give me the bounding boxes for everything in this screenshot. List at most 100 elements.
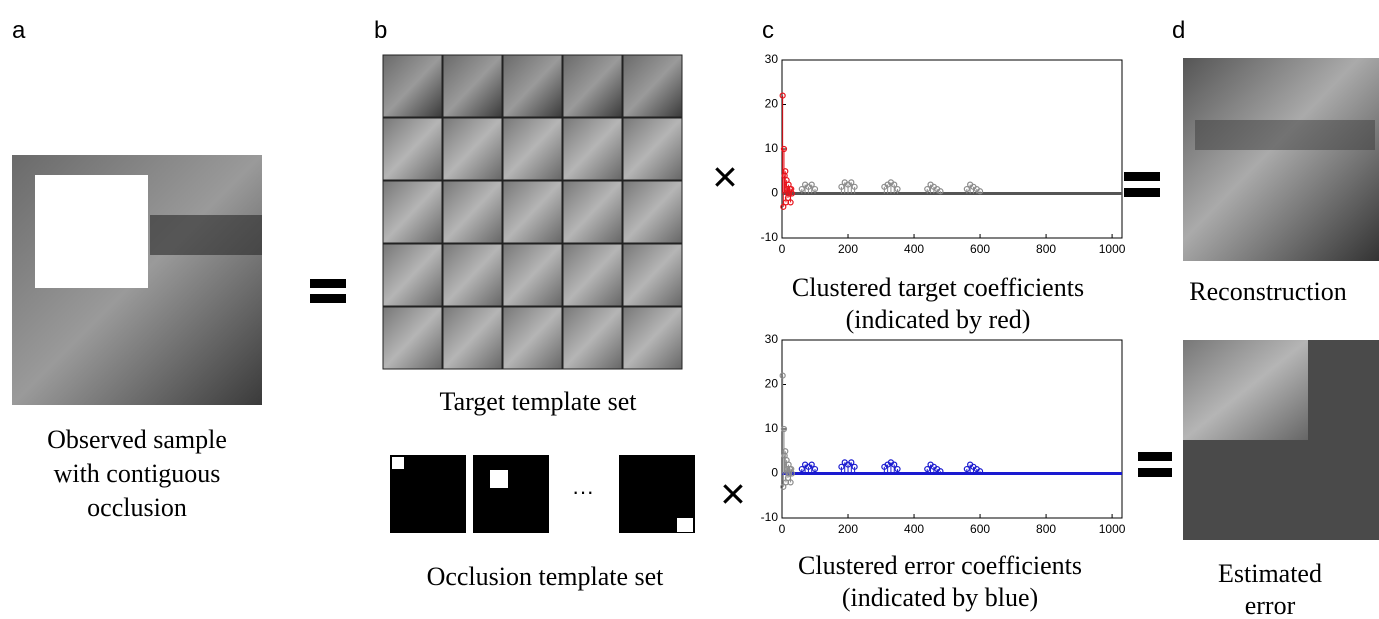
equals-sign [310,294,346,303]
caption: Clustered target coefficients [792,273,1084,302]
stem-marker [937,468,944,475]
y-tick-label: 20 [765,97,779,111]
stem-marker [924,465,931,473]
equals-sign [310,279,346,288]
occlusion-block [35,175,148,288]
template-image [622,243,683,307]
x-tick-label: 400 [904,242,924,256]
stem-marker [811,465,819,473]
x-tick-label: 800 [1036,522,1056,536]
caption: with contiguous [54,459,221,488]
template-image [622,306,683,370]
plot-frame [781,339,1123,519]
y-tick-label: 0 [771,466,778,480]
template-image [562,306,623,370]
template-image [562,243,623,307]
template-image [562,117,623,181]
occlusion-template [473,455,549,533]
panel-label: b [374,17,387,44]
template-image [382,306,443,370]
stem-marker [798,185,805,193]
stem-marker [782,168,789,175]
occlusion-patch [392,457,404,469]
y-tick-label: -10 [761,510,779,524]
stem-marker [976,468,984,475]
reconstruction-face [1183,58,1379,261]
stem-marker [780,203,787,210]
caption: Clustered error coefficients [798,551,1082,580]
caption: error [1245,591,1296,619]
y-tick-label: 10 [765,421,779,435]
times-sign: × [720,470,746,519]
stem-marker [963,185,970,193]
template-image [382,117,443,181]
stem-marker [838,463,845,470]
stem-marker [798,465,805,473]
stem-marker [787,479,794,486]
stem-marker [963,465,970,473]
stem-marker [891,181,898,188]
occlusion-patch [677,518,693,532]
y-tick-label: 0 [771,186,778,200]
stem-marker [788,470,796,477]
stem-marker [779,92,786,99]
x-tick-label: 200 [838,522,858,536]
caption: (indicated by blue) [842,583,1038,612]
caption: Target template set [440,387,638,416]
template-image [622,117,683,181]
template-image [502,306,563,370]
stem-marker [780,425,788,433]
stem-marker [782,448,789,455]
template-image [442,117,503,181]
caption: occlusion [87,493,187,522]
stem-marker [838,183,845,190]
y-tick-label: 30 [765,52,779,66]
template-image [442,180,503,244]
template-image [562,54,623,118]
template-image [442,54,503,118]
x-tick-label: 400 [904,522,924,536]
template-grid [382,54,683,370]
face-detail [1195,120,1375,150]
stem-marker [779,372,786,379]
template-image [562,180,623,244]
ellipsis: ··· [572,479,594,504]
stem-marker [891,461,898,468]
stem-marker [848,179,855,186]
x-tick-label: 800 [1036,242,1056,256]
template-image [382,54,443,118]
times-sign: × [712,153,738,202]
caption: Estimated [1218,559,1322,588]
stem-marker [808,181,815,188]
stem-marker [808,461,815,468]
stem-marker [894,185,901,193]
x-tick-label: 200 [838,242,858,256]
template-image [442,243,503,307]
equals-sign [1138,468,1172,477]
equals-sign [1124,188,1160,197]
stem-marker [788,190,796,197]
y-tick-label: 10 [765,141,779,155]
template-image [502,180,563,244]
template-image [382,180,443,244]
template-image [502,117,563,181]
error-region [1183,340,1308,440]
template-image [622,54,683,118]
x-tick-label: 600 [970,522,990,536]
stem-marker [811,185,819,193]
x-tick-label: 1000 [1099,522,1126,536]
face-detail [150,215,262,255]
stem-marker [780,145,788,153]
stem-marker [851,463,858,470]
template-image [442,306,503,370]
x-tick-label: 0 [779,242,786,256]
panel-label: c [762,17,774,44]
caption: Reconstruction [1189,277,1346,306]
stem-marker [976,188,984,195]
caption: Occlusion template set [427,562,665,591]
stem-marker [848,459,855,466]
caption: Observed sample [47,425,227,454]
panel-label: a [12,17,26,44]
caption: (indicated by red) [846,305,1031,334]
